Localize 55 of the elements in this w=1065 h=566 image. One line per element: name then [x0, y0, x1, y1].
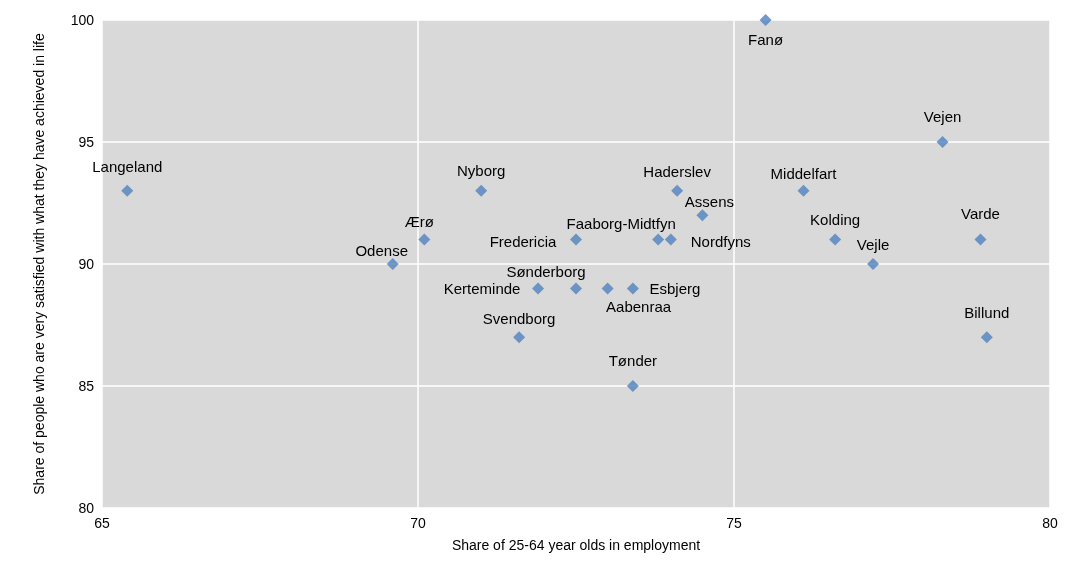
annotation: Kolding — [810, 211, 861, 229]
annotation: Billund — [964, 303, 1010, 321]
y-axis-title: Share of people who are very satisfied with what they have achieved in life — [30, 33, 47, 495]
y-tick-label: 90 — [78, 256, 95, 272]
annotation: Svendborg — [482, 309, 556, 327]
annotation: Haderslev — [643, 163, 712, 181]
point — [570, 233, 582, 246]
annotation: Nyborg — [457, 162, 506, 180]
point — [664, 233, 677, 246]
point — [626, 282, 639, 295]
annotation: Assens — [684, 192, 734, 210]
annotation: Ærø — [404, 213, 434, 231]
point — [696, 209, 709, 222]
annotation: Tønder — [608, 351, 658, 369]
annotation: Vejle — [856, 235, 890, 253]
y-tick-label: 80 — [78, 500, 95, 516]
point — [570, 282, 582, 295]
point — [980, 331, 993, 344]
point — [759, 14, 772, 26]
point — [513, 331, 526, 344]
point — [652, 233, 665, 246]
annotation: Sønderborg — [506, 262, 586, 280]
annotation: Esbjerg — [649, 279, 701, 297]
annotation: Fanø — [748, 30, 784, 48]
point — [829, 233, 842, 246]
point — [532, 282, 545, 295]
y-tick-label: 85 — [78, 378, 95, 394]
annotation: Kerteminde — [443, 279, 521, 297]
x-tick-label: 70 — [410, 515, 426, 531]
annotation: Middelfart — [770, 165, 838, 183]
y-tick-label: 100 — [70, 12, 95, 28]
annotation: Vejen — [923, 107, 962, 125]
point — [475, 184, 488, 197]
point — [418, 233, 431, 246]
y-tick-label: 95 — [78, 134, 95, 150]
point — [626, 380, 639, 392]
point — [671, 184, 684, 197]
point — [936, 136, 949, 148]
annotation: Faaborg-Midtfyn — [566, 215, 676, 233]
point — [121, 184, 134, 197]
annotation: Langeland — [92, 158, 163, 176]
x-axis-title: Share of 25-64 year olds in employment — [451, 537, 701, 553]
annotation: Odense — [355, 241, 408, 259]
x-tick-label: 65 — [94, 515, 110, 531]
annotation: Nordfyns — [690, 233, 751, 251]
point — [797, 184, 810, 197]
x-tick-label: 75 — [726, 515, 742, 531]
point — [974, 233, 987, 246]
point — [601, 282, 614, 295]
annotation: Varde — [961, 205, 1000, 223]
annotation: Aabenraa — [606, 297, 672, 315]
point — [386, 258, 399, 270]
point — [867, 258, 880, 270]
annotation: Fredericia — [489, 233, 557, 251]
x-tick-label: 80 — [1042, 515, 1058, 531]
